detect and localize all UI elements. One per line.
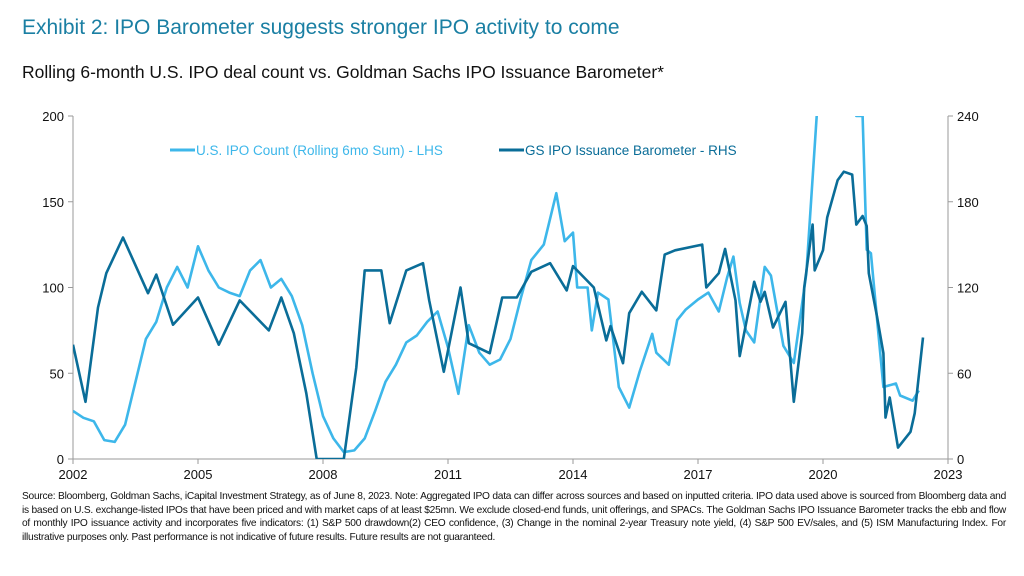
y-right-tick-label: 0 [957,452,964,467]
chart: 2002 2005 2008 2011 2014 2017 2020 202305010015… [42,109,978,482]
x-tick-label: 2011 [434,467,462,482]
x-tick-label: 2017 [684,467,713,482]
y-left-tick-label: 50 [50,366,64,381]
chart-title: Exhibit 2: IPO Barometer suggests strong… [22,16,620,39]
legend-label-ipo-count: U.S. IPO Count (Rolling 6mo Sum) - LHS [196,143,443,158]
y-right-tick-label: 180 [957,195,979,210]
legend-label-barometer: GS IPO Issuance Barometer - RHS [525,143,737,158]
y-right-tick-label: 240 [957,109,979,124]
x-tick-label: 2005 [184,467,213,482]
series-lines [73,116,925,459]
series-line-barometer [73,170,925,459]
y-left-tick-label: 100 [42,281,64,296]
legend: U.S. IPO Count (Rolling 6mo Sum) - LHS G… [170,143,737,158]
y-left-tick-label: 150 [42,195,64,210]
chart-subtitle: Rolling 6-month U.S. IPO deal count vs. … [22,62,664,82]
footnote: Source: Bloomberg, Goldman Sachs, iCapit… [22,491,1006,543]
x-tick-label: 2014 [559,467,588,482]
y-left-tick-label: 200 [42,109,64,124]
axes: 2002 2005 2008 2011 2014 2017 2020 202305010015… [42,109,978,482]
y-left-tick-label: 0 [57,452,64,467]
y-right-tick-label: 60 [957,366,971,381]
x-tick-label: 2023 [934,467,963,482]
x-tick-label: 2002 [59,467,88,482]
x-tick-label: 2008 [309,467,338,482]
x-tick-label: 2020 [809,467,838,482]
series-line-ipo-count [73,116,920,454]
y-right-tick-label: 120 [957,281,979,296]
